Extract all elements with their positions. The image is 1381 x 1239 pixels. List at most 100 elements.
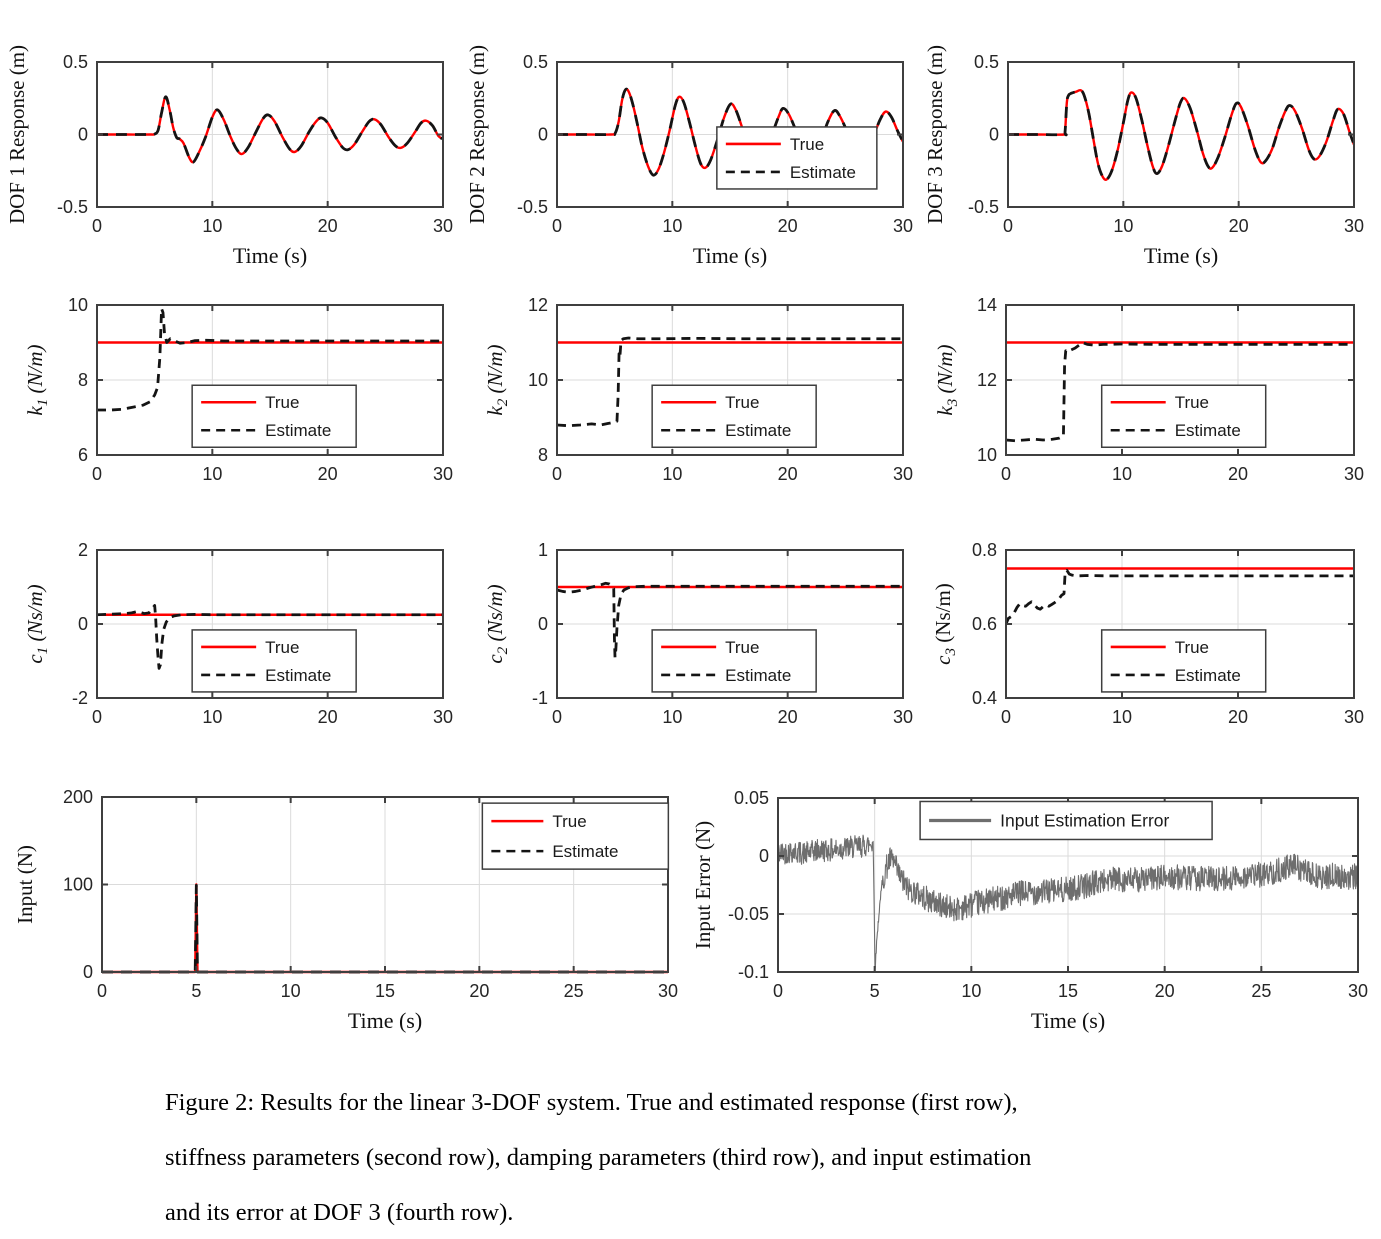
tick-marks: [1005, 304, 1355, 456]
series-estimate: [1005, 341, 1354, 443]
tick-marks: [101, 796, 669, 973]
svg-text:20: 20: [318, 216, 338, 236]
x-axis-label: Time (s): [693, 243, 767, 268]
legend: True Estimate: [716, 126, 878, 190]
legend-label: Estimate: [725, 666, 791, 685]
svg-text:0: 0: [552, 707, 562, 727]
series-estimate: [556, 581, 903, 659]
series-group: [97, 307, 443, 412]
series-group: [1005, 567, 1354, 625]
svg-text:100: 100: [63, 875, 93, 895]
svg-text:20: 20: [469, 981, 489, 1001]
legend-label: Estimate: [1175, 421, 1241, 440]
tick-labels: 0 10 20 30-202: [72, 540, 453, 727]
legend-label: Estimate: [1175, 666, 1241, 685]
tick-labels: 0 10 20 30 0.4 0.6 0.8: [972, 540, 1364, 727]
svg-text:20: 20: [778, 464, 798, 484]
svg-text:0: 0: [1001, 464, 1011, 484]
svg-text:0.5: 0.5: [523, 52, 548, 72]
svg-text:2: 2: [78, 540, 88, 560]
svg-text:0.8: 0.8: [972, 540, 997, 560]
svg-text:8: 8: [538, 445, 548, 465]
input-error-plot: 0 5 10 15 20 25 30 -0.1 -0.05 0 0.05 Time (s) Input …: [691, 788, 1368, 1033]
svg-text:0: 0: [552, 216, 562, 236]
series-group: [97, 95, 444, 164]
svg-text:0.6: 0.6: [972, 614, 997, 634]
series-true: [97, 95, 444, 164]
svg-text:30: 30: [433, 216, 453, 236]
svg-text:15: 15: [375, 981, 395, 1001]
series-estimate: [97, 307, 443, 412]
svg-text:30: 30: [658, 981, 678, 1001]
x-axis-label: Time (s): [233, 243, 307, 268]
legend-label: Estimate: [725, 421, 791, 440]
y-axis-label: DOF 3 Response (m): [923, 45, 947, 224]
series-input-estimation-error: [777, 834, 1359, 973]
y-axis-label: DOF 2 Response (m): [465, 45, 489, 224]
svg-text:10: 10: [1113, 216, 1133, 236]
svg-text:0: 0: [1001, 707, 1011, 727]
legend: Input Estimation Error: [919, 800, 1213, 841]
y-axis-label: c2​ (Ns/m): [483, 584, 511, 663]
legend-label: Estimate: [790, 163, 856, 182]
svg-text:0: 0: [759, 846, 769, 866]
legend: True Estimate: [651, 629, 817, 693]
figure-caption: Figure 2: Results for the linear 3-DOF s…: [165, 1075, 1381, 1239]
svg-text:10: 10: [961, 981, 981, 1001]
svg-text:30: 30: [893, 707, 913, 727]
legend: True Estimate: [191, 384, 357, 448]
series-group: [777, 834, 1359, 973]
svg-text:30: 30: [1344, 464, 1364, 484]
svg-text:10: 10: [1112, 707, 1132, 727]
tick-marks: [96, 61, 444, 208]
svg-text:0.4: 0.4: [972, 688, 997, 708]
tick-marks: [1007, 61, 1355, 208]
series-estimate: [556, 336, 903, 428]
y-axis-label: k1​ (N/m): [23, 344, 51, 415]
svg-text:20: 20: [1155, 981, 1175, 1001]
x-axis-label: Time (s): [348, 1008, 422, 1033]
svg-text:0: 0: [92, 464, 102, 484]
legend-label: True: [725, 393, 759, 412]
y-axis-label: DOF 1 Response (m): [5, 45, 29, 224]
legend-label: Estimate: [265, 421, 331, 440]
legend-label: True: [725, 638, 759, 657]
series-estimate: [96, 604, 443, 670]
svg-text:8: 8: [78, 370, 88, 390]
svg-text:25: 25: [1251, 981, 1271, 1001]
legend: True Estimate: [481, 802, 670, 870]
svg-text:30: 30: [893, 464, 913, 484]
legend-label: True: [552, 812, 586, 831]
svg-text:10: 10: [202, 707, 222, 727]
tick-labels: 0 10 20 30 8 10 12: [528, 295, 913, 484]
legend-label: True: [1175, 393, 1209, 412]
svg-text:-2: -2: [72, 688, 88, 708]
svg-text:0: 0: [538, 614, 548, 634]
series-estimate: [1008, 88, 1355, 182]
svg-text:0: 0: [773, 981, 783, 1001]
svg-text:10: 10: [1112, 464, 1132, 484]
svg-text:0: 0: [92, 216, 102, 236]
svg-text:25: 25: [564, 981, 584, 1001]
svg-text:10: 10: [662, 464, 682, 484]
svg-text:20: 20: [318, 707, 338, 727]
svg-text:-1: -1: [532, 688, 548, 708]
svg-text:10: 10: [528, 370, 548, 390]
svg-text:0: 0: [552, 464, 562, 484]
y-axis-label: Input (N): [13, 845, 37, 924]
legend: True Estimate: [1100, 384, 1267, 448]
svg-text:6: 6: [78, 445, 88, 465]
tick-labels: 0 10 20 30-101: [532, 540, 913, 727]
legend: True Estimate: [191, 629, 357, 693]
legend-label: Estimate: [552, 842, 618, 861]
input-plot: 0 5 10 15 20 25 30 0 100 200 Time (s) Input (N) True…: [13, 787, 678, 1033]
legend-label: Estimate: [265, 666, 331, 685]
svg-text:30: 30: [1348, 981, 1368, 1001]
svg-text:20: 20: [1229, 216, 1249, 236]
